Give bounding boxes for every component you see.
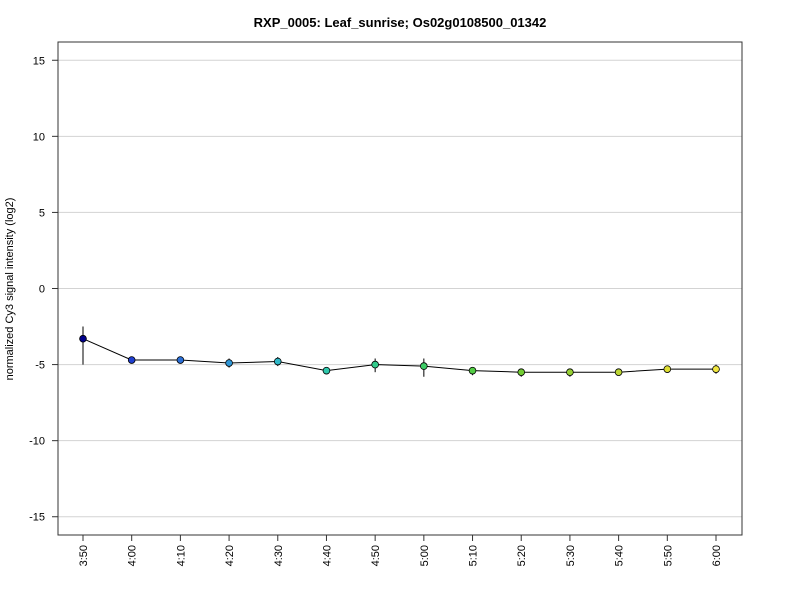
data-point: [371, 360, 379, 369]
x-tick-label: 5:40: [614, 545, 626, 566]
y-tick-label: 10: [33, 131, 45, 143]
y-tick-label: 0: [39, 284, 45, 296]
x-tick-label: 4:20: [224, 545, 236, 566]
grid-lines: [58, 59, 742, 518]
y-tick-label: 5: [39, 207, 45, 219]
data-point: [420, 362, 428, 370]
x-tick-label: 4:30: [273, 545, 285, 566]
axes: -15 -10 -5 0 5 10 15 3:50 4:00 4:10 4:20 4:30 4:40 4:…: [29, 41, 743, 566]
data-point: [517, 368, 526, 376]
data-point: [468, 366, 477, 375]
y-tick-label: -15: [29, 512, 45, 524]
data-point: [322, 366, 331, 375]
series: [79, 326, 720, 377]
data-point: [566, 368, 574, 376]
x-tick-label: 6:00: [711, 545, 723, 566]
x-tick-label: 4:50: [370, 545, 382, 566]
y-tick-label: -5: [35, 360, 45, 372]
x-tick-label: 4:00: [127, 545, 139, 566]
data-point: [225, 359, 233, 367]
data-point: [614, 368, 623, 376]
series-line: [82, 338, 716, 373]
x-tick-label: 5:30: [565, 545, 577, 566]
data-point: [712, 365, 720, 373]
data-point: [273, 357, 282, 366]
x-tick-label: 5:50: [662, 545, 674, 566]
x-tick-label: 4:10: [175, 545, 187, 566]
x-tick-label: 5:20: [516, 545, 528, 566]
y-axis-label: normalized Cy3 signal intensity (log2): [4, 198, 16, 381]
data-point: [127, 356, 136, 364]
data-point: [176, 356, 185, 364]
x-tick-label: 3:50: [78, 545, 90, 566]
x-tick-label: 4:40: [321, 545, 333, 566]
y-tick-label: -10: [29, 436, 45, 448]
y-tick-label: 15: [33, 55, 45, 67]
data-point: [663, 365, 672, 373]
data-point: [79, 334, 87, 343]
x-tick-label: 5:10: [468, 545, 480, 566]
x-tick-label: 5:00: [419, 545, 431, 566]
chart-title: RXP_0005: Leaf_sunrise; Os02g0108500_013…: [254, 15, 547, 30]
